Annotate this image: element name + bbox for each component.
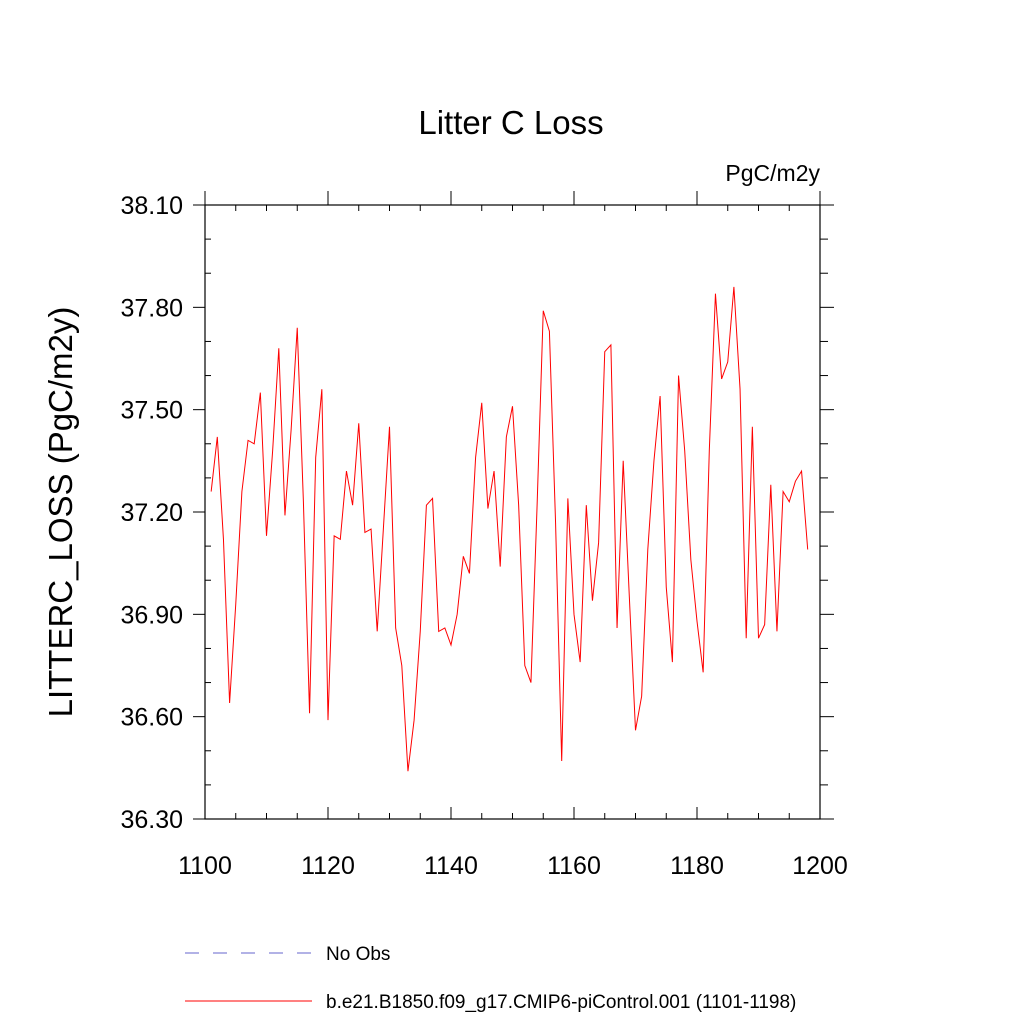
units-label: PgC/m2y xyxy=(725,160,820,186)
legend: No Obs b.e21.B1850.f09_g17.CMIP6-piContr… xyxy=(185,944,796,1013)
y-tick-label: 37.20 xyxy=(120,499,183,527)
x-tick-label: 1100 xyxy=(178,852,232,880)
y-tick-label: 38.10 xyxy=(120,192,183,220)
series-layer xyxy=(210,286,809,772)
x-tick-label: 1200 xyxy=(792,852,848,880)
x-tick-label: 1160 xyxy=(547,852,601,880)
x-tick-label: 1120 xyxy=(301,852,355,880)
x-tick-label: 1140 xyxy=(424,852,478,880)
y-tick-label: 36.30 xyxy=(120,806,183,834)
series-line-0 xyxy=(210,286,809,772)
legend-label-model: b.e21.B1850.f09_g17.CMIP6-piControl.001 … xyxy=(326,992,796,1013)
y-tick-label: 36.60 xyxy=(120,704,183,732)
axis-ticks: 1100 1120 1140 1160 1180 1200 36.30 36.60 36.90 3… xyxy=(120,191,848,880)
chart-title: Litter C Loss xyxy=(418,104,603,141)
y-axis-label: LITTERC_LOSS (PgC/m2y) xyxy=(42,307,79,718)
x-tick-label: 1180 xyxy=(670,852,724,880)
plot-frame xyxy=(204,204,821,820)
legend-label-no-obs: No Obs xyxy=(326,944,390,965)
y-tick-label: 37.80 xyxy=(120,294,183,322)
y-tick-label: 36.90 xyxy=(120,601,183,629)
plot-area: 1100 1120 1140 1160 1180 1200 36.30 36.60 36.90 3… xyxy=(120,191,848,880)
y-tick-label: 37.50 xyxy=(120,397,183,425)
